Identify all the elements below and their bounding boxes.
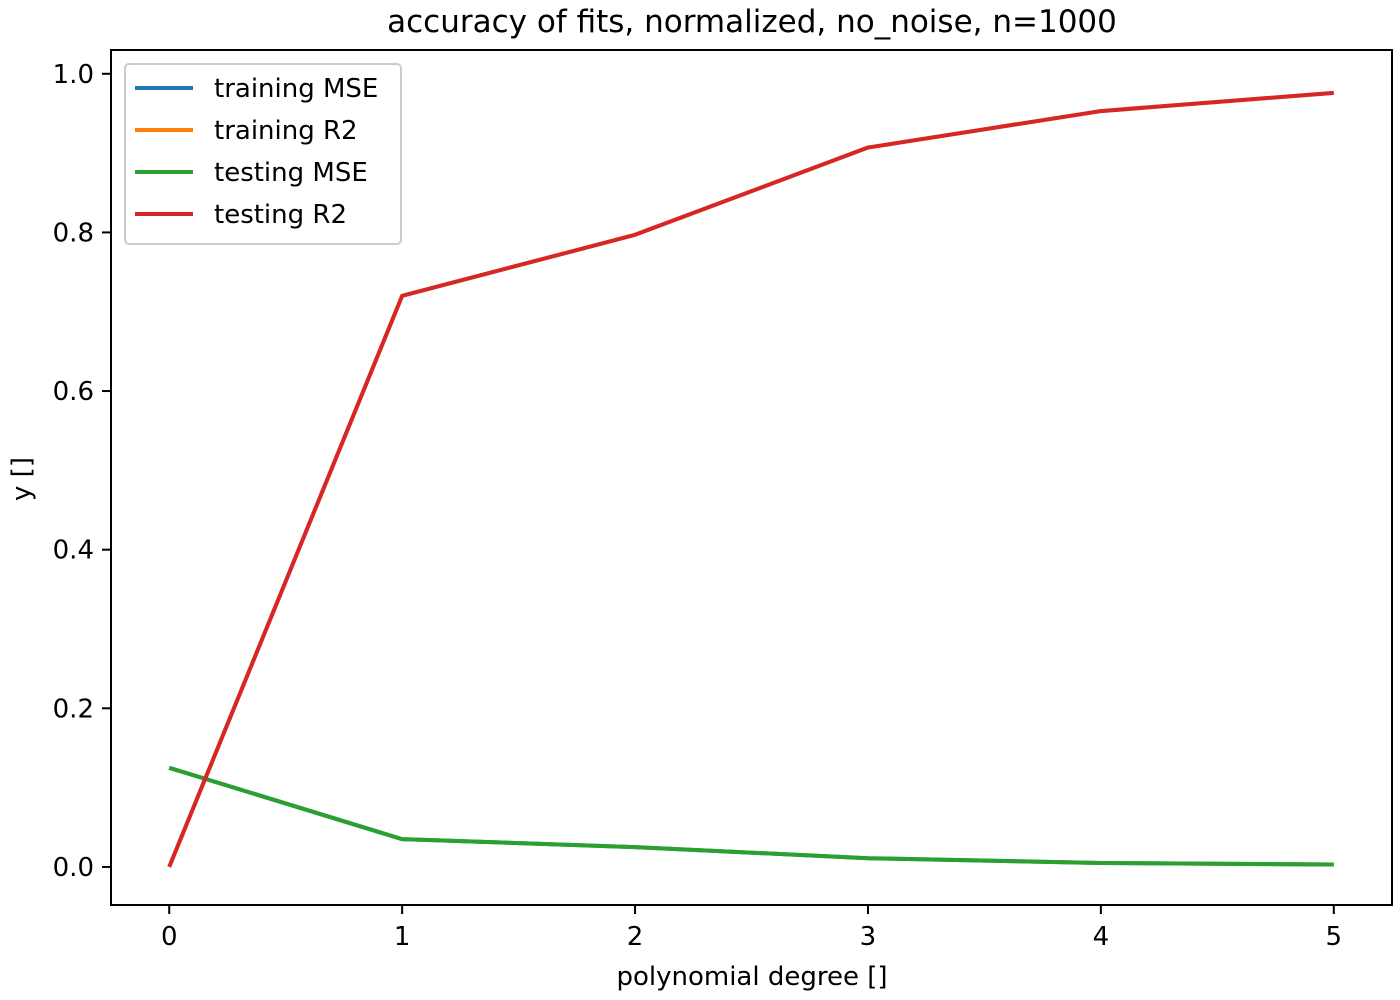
x-tick-label: 3 <box>860 922 877 952</box>
legend-label: training R2 <box>214 116 358 146</box>
x-tick-label: 4 <box>1093 922 1110 952</box>
y-axis-label: y [] <box>7 457 37 501</box>
y-tick-label: 0.2 <box>53 694 94 724</box>
x-tick-label: 0 <box>161 922 178 952</box>
legend-box <box>124 63 402 245</box>
series-line-training-mse <box>168 765 1334 867</box>
series-line-testing-mse <box>168 765 1334 867</box>
series-line-testing-r2 <box>167 90 1334 868</box>
plot-frame <box>110 49 1393 906</box>
chart-title: accuracy of fits, normalized, no_noise, … <box>387 4 1117 40</box>
legend: training MSE training R2 testing MSE testin… <box>124 63 402 245</box>
y-tick-label: 1.0 <box>53 60 94 90</box>
y-tick-label: 0.4 <box>53 536 94 566</box>
legend-label: training MSE <box>214 74 378 104</box>
x-axis-label: polynomial degree [] <box>616 962 887 992</box>
x-tick-label: 5 <box>1325 922 1342 952</box>
x-tick-label: 1 <box>394 922 411 952</box>
legend-label: testing R2 <box>214 200 347 230</box>
x-tick-label: 2 <box>627 922 644 952</box>
y-tick-label: 0.8 <box>53 218 94 248</box>
legend-label: testing MSE <box>214 158 368 188</box>
plot-area: 0 1 2 3 4 50.00.20.40.60.81.0 training MSEtrai… <box>53 49 1393 952</box>
y-tick-label: 0.6 <box>53 377 94 407</box>
y-tick-label: 0.0 <box>53 853 94 883</box>
